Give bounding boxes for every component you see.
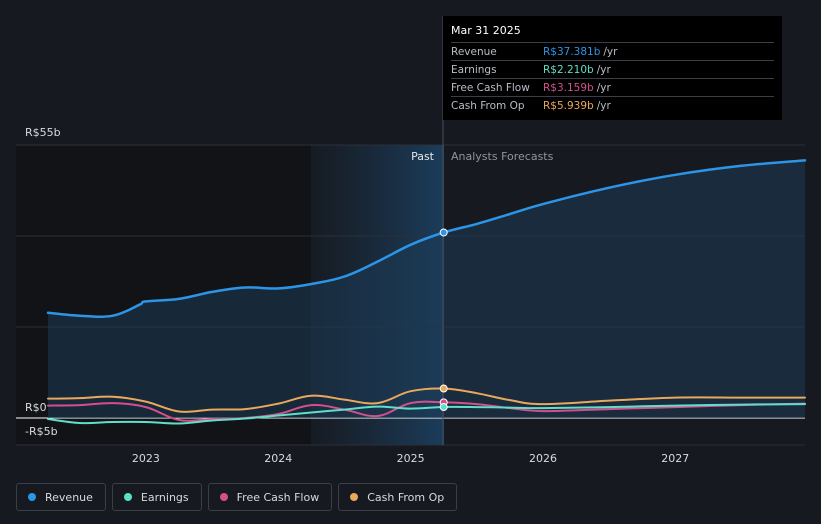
tooltip-row-revenue: Revenue R$37.381b /yr (451, 42, 774, 60)
revenue-area (48, 160, 805, 418)
legend-item-earnings[interactable]: Earnings (111, 483, 202, 511)
tooltip-unit: /yr (596, 81, 611, 94)
legend-dot-icon (219, 493, 228, 501)
tooltip-date: Mar 31 2025 (451, 24, 521, 37)
cash-from-op-marker (439, 384, 448, 393)
tooltip-label: Earnings (451, 63, 497, 76)
chart-legend: Revenue Earnings Free Cash Flow Cash Fro… (16, 483, 458, 511)
tooltip-value: R$37.381b (543, 45, 601, 58)
tooltip-unit: /yr (596, 99, 611, 112)
x-tick-label: 2027 (661, 452, 689, 465)
legend-dot-icon (350, 493, 359, 501)
x-tick-label: 2024 (264, 452, 292, 465)
x-tick-label: 2025 (397, 452, 425, 465)
tooltip-label: Revenue (451, 45, 497, 58)
legend-dot-icon (28, 493, 36, 501)
revenue-marker (439, 228, 448, 237)
x-tick-label: 2026 (529, 452, 557, 465)
y-tick-top: R$55b (25, 126, 61, 139)
x-tick-label: 2023 (132, 452, 160, 465)
tooltip-row-cash-from-op: Cash From Op R$5.939b /yr (451, 96, 774, 114)
earnings-marker (439, 403, 448, 412)
tooltip-value: R$5.939b (543, 99, 594, 112)
legend-label: Free Cash Flow (236, 490, 320, 504)
tooltip-unit: /yr (596, 63, 611, 76)
free-cash-flow-line (47, 400, 806, 422)
cash-from-op-line (47, 387, 806, 413)
legend-label: Cash From Op (367, 490, 445, 504)
data-tooltip: Mar 31 2025 Revenue R$37.381b /yr Earnin… (443, 16, 782, 120)
legend-item-revenue[interactable]: Revenue (16, 483, 106, 511)
earnings-line (47, 403, 806, 425)
tooltip-row-earnings: Earnings R$2.210b /yr (451, 60, 774, 78)
tooltip-value: R$3.159b (543, 81, 594, 94)
past-label: Past (411, 150, 435, 163)
forecast-label: Analysts Forecasts (451, 150, 554, 163)
legend-dot-icon (123, 493, 132, 501)
tooltip-label: Free Cash Flow (451, 81, 530, 94)
legend-label: Revenue (45, 490, 93, 504)
revenue-line (46, 159, 807, 318)
legend-item-free-cash-flow[interactable]: Free Cash Flow (207, 483, 333, 511)
tooltip-unit: /yr (603, 45, 618, 58)
tooltip-value: R$2.210b (543, 63, 594, 76)
legend-label: Earnings (140, 490, 189, 504)
tooltip-label: Cash From Op (451, 99, 525, 112)
y-tick-bottom: -R$5b (25, 425, 58, 438)
legend-item-cash-from-op[interactable]: Cash From Op (338, 483, 458, 511)
tooltip-row-free-cash-flow: Free Cash Flow R$3.159b /yr (451, 78, 774, 96)
y-tick-zero: R$0 (25, 401, 47, 414)
